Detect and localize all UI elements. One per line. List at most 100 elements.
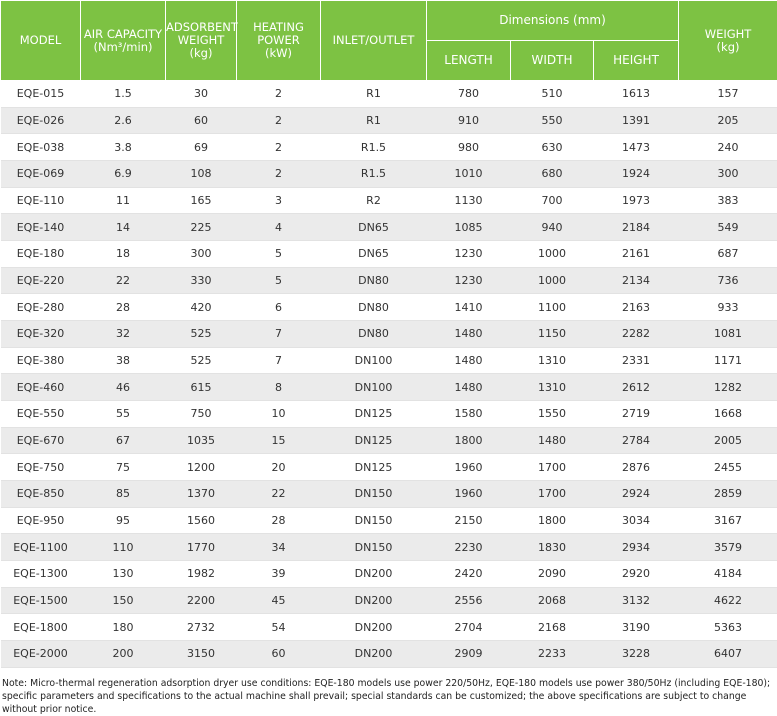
table-cell: EQE-320: [1, 321, 81, 348]
table-cell: DN100: [321, 347, 427, 374]
table-cell: EQE-280: [1, 294, 81, 321]
table-cell: 60: [166, 107, 237, 134]
header-line: (kW): [237, 47, 320, 60]
table-cell: 1800: [511, 507, 594, 534]
table-cell: 1010: [427, 161, 511, 188]
table-cell: 2134: [594, 267, 679, 294]
page: {"table": { "headers": [ {"lines": ["MOD…: [0, 0, 777, 683]
table-cell: 6.9: [81, 161, 166, 188]
table-cell: 39: [237, 561, 321, 588]
table-cell: 4184: [679, 561, 777, 588]
table-cell: 383: [679, 187, 777, 214]
table-cell: DN200: [321, 561, 427, 588]
table-cell: 2934: [594, 534, 679, 561]
table-cell: 1668: [679, 401, 777, 428]
table-cell: 687: [679, 241, 777, 268]
table-cell: 3228: [594, 641, 679, 668]
table-cell: R1: [321, 107, 427, 134]
table-cell: R2: [321, 187, 427, 214]
table-cell: 2184: [594, 214, 679, 241]
table-cell: 1480: [427, 347, 511, 374]
table-cell: 549: [679, 214, 777, 241]
table-cell: 2: [237, 161, 321, 188]
table-cell: 1960: [427, 454, 511, 481]
table-cell: DN200: [321, 587, 427, 614]
table-cell: 15: [237, 427, 321, 454]
table-cell: 1085: [427, 214, 511, 241]
sub-header: LENGTH: [427, 41, 511, 81]
table-cell: 1924: [594, 161, 679, 188]
table-cell: 700: [511, 187, 594, 214]
table-cell: 750: [166, 401, 237, 428]
table-cell: 1230: [427, 267, 511, 294]
table-cell: DN200: [321, 614, 427, 641]
table-cell: 22: [237, 481, 321, 508]
table-cell: 67: [81, 427, 166, 454]
table-cell: 1473: [594, 134, 679, 161]
table-cell: 10: [237, 401, 321, 428]
table-cell: 55: [81, 401, 166, 428]
table-cell: 330: [166, 267, 237, 294]
table-cell: 2233: [511, 641, 594, 668]
table-cell: EQE-950: [1, 507, 81, 534]
column-header: AIR CAPACITY(Nm³/min): [81, 1, 166, 81]
table-cell: 1800: [427, 427, 511, 454]
table-cell: DN80: [321, 294, 427, 321]
table-cell: 157: [679, 81, 777, 108]
table-cell: 525: [166, 321, 237, 348]
table-cell: 240: [679, 134, 777, 161]
table-cell: R1: [321, 81, 427, 108]
table-cell: 1580: [427, 401, 511, 428]
table-cell: 2556: [427, 587, 511, 614]
table-cell: 2704: [427, 614, 511, 641]
column-header: INLET/OUTLET: [321, 1, 427, 81]
table-cell: 28: [237, 507, 321, 534]
table-cell: 3034: [594, 507, 679, 534]
table-cell: 1960: [427, 481, 511, 508]
header-line: AIR CAPACITY: [81, 28, 165, 41]
table-cell: 6407: [679, 641, 777, 668]
table-cell: 2163: [594, 294, 679, 321]
table-cell: 225: [166, 214, 237, 241]
table-cell: EQE-015: [1, 81, 81, 108]
table-cell: 2.6: [81, 107, 166, 134]
table-cell: 165: [166, 187, 237, 214]
table-cell: 20: [237, 454, 321, 481]
header-line: MODEL: [1, 34, 80, 47]
table-cell: EQE-069: [1, 161, 81, 188]
table-cell: EQE-038: [1, 134, 81, 161]
table-cell: 110: [81, 534, 166, 561]
table-cell: 1480: [427, 374, 511, 401]
table-cell: R1.5: [321, 161, 427, 188]
table-cell: DN150: [321, 481, 427, 508]
table-cell: 75: [81, 454, 166, 481]
table-cell: DN80: [321, 321, 427, 348]
table-cell: DN150: [321, 534, 427, 561]
table-cell: DN125: [321, 401, 427, 428]
table-cell: EQE-670: [1, 427, 81, 454]
table-cell: 300: [679, 161, 777, 188]
table-cell: 2784: [594, 427, 679, 454]
table-cell: EQE-1500: [1, 587, 81, 614]
table-cell: 45: [237, 587, 321, 614]
table-cell: 150: [81, 587, 166, 614]
table-cell: 205: [679, 107, 777, 134]
table-cell: 2455: [679, 454, 777, 481]
table-cell: EQE-460: [1, 374, 81, 401]
table-cell: 130: [81, 561, 166, 588]
table-cell: DN125: [321, 427, 427, 454]
table-cell: 1370: [166, 481, 237, 508]
header-line: (kg): [166, 47, 236, 60]
